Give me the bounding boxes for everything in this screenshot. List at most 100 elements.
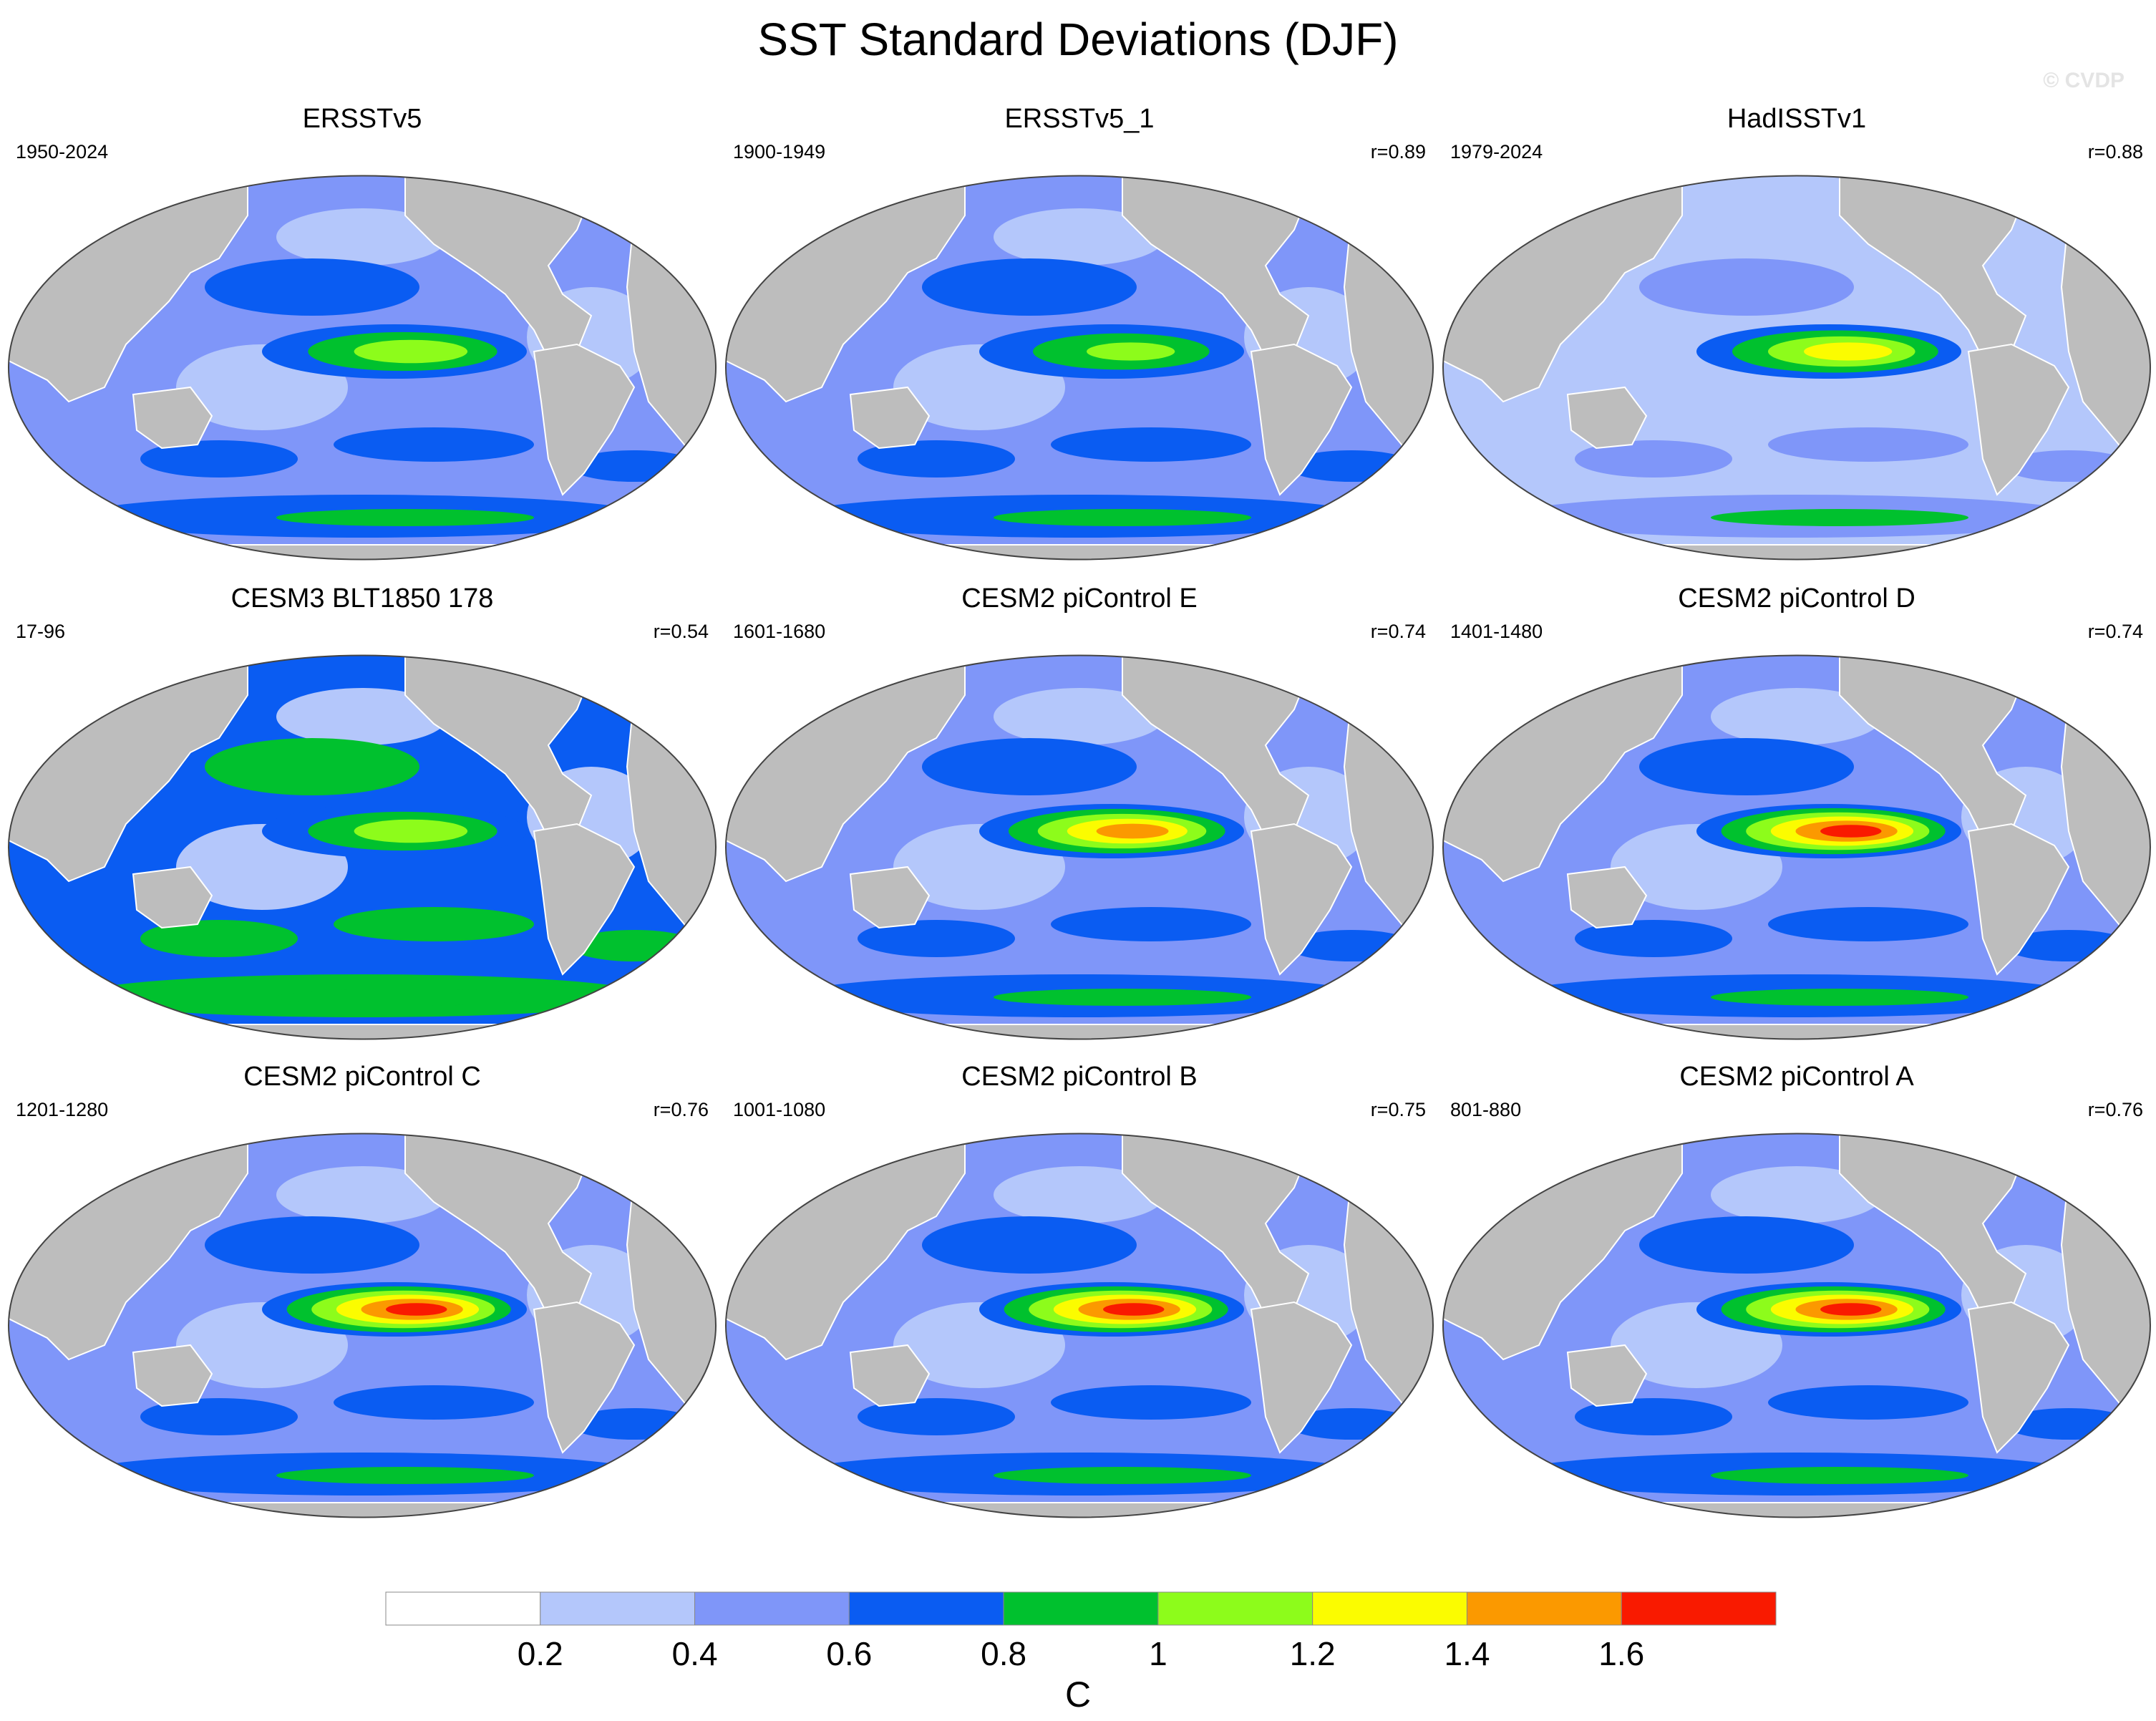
map-panel: HadISSTv1 1979-2024 r=0.88 [1439, 104, 2155, 562]
world-map [725, 1133, 1434, 1518]
midlatitude-band [205, 258, 419, 316]
colorbar-bin [1466, 1591, 1622, 1626]
land-mass [849, 866, 931, 929]
panel-correlation: r=0.88 [2087, 141, 2143, 163]
panel-title: ERSSTv5_1 [1004, 104, 1155, 134]
midlatitude-band [334, 1385, 534, 1420]
colorbar-bin [1157, 1591, 1313, 1626]
colorbar-tick-label: 0.4 [672, 1635, 718, 1672]
colorbar-bin [848, 1591, 1004, 1626]
panel-title: CESM2 piControl C [243, 1062, 481, 1092]
low-variance-region [276, 208, 448, 266]
midlatitude-band [1051, 1385, 1251, 1420]
world-map [1442, 1133, 2151, 1518]
land-mass [132, 386, 213, 450]
panel-title: CESM2 piControl E [961, 583, 1198, 614]
map-panel: CESM2 piControl B 1001-1080 r=0.75 [722, 1062, 1437, 1520]
colorbar-bin [540, 1591, 696, 1626]
world-map [8, 1133, 717, 1518]
panel-years: 1950-2024 [16, 141, 109, 163]
panel-years: 17-96 [16, 621, 66, 642]
enso-contour [354, 339, 468, 364]
land-mass [132, 866, 213, 929]
midlatitude-band [1768, 1385, 1968, 1420]
midlatitude-band [1051, 907, 1251, 941]
low-variance-region [1711, 688, 1883, 745]
world-map [8, 654, 717, 1040]
midlatitude-band [140, 440, 298, 477]
panel-title: ERSSTv5 [302, 104, 422, 134]
land-mass [1967, 343, 2070, 496]
panel-correlation: r=0.89 [1370, 141, 1426, 163]
panel-correlation: r=0.74 [1370, 621, 1426, 642]
watermark: © CVDP [2043, 69, 2125, 92]
enso-contour [1804, 342, 1893, 361]
colorbar-bin [694, 1591, 850, 1626]
enso-contour [386, 1303, 447, 1316]
panel-title: CESM2 piControl A [1679, 1062, 1914, 1092]
midlatitude-band [1768, 427, 1968, 462]
map-panel: CESM2 piControl C 1201-1280 r=0.76 [4, 1062, 720, 1520]
map-outline [725, 1133, 1434, 1518]
colorbar-units: C [1065, 1674, 1091, 1715]
land-mass [533, 1301, 636, 1454]
panel-correlation: r=0.75 [1370, 1099, 1426, 1120]
low-variance-region [276, 1166, 448, 1223]
panel-years: 801-880 [1450, 1099, 1522, 1120]
midlatitude-band [205, 738, 419, 795]
midlatitude-band [922, 258, 1137, 316]
map-outline [725, 654, 1434, 1040]
southern-ocean-core [1711, 1467, 1968, 1484]
world-map [1442, 175, 2151, 561]
map-panel: ERSSTv5_1 1900-1949 r=0.89 [722, 104, 1437, 562]
panel-correlation: r=0.74 [2087, 621, 2143, 642]
midlatitude-band [334, 427, 534, 462]
colorbar-tick-label: 0.8 [981, 1635, 1026, 1672]
midlatitude-band [1639, 1216, 1854, 1274]
midlatitude-band [858, 920, 1015, 957]
panel-title: CESM3 BLT1850 178 [230, 583, 494, 614]
enso-contour [1096, 823, 1169, 839]
land-mass [1967, 1301, 2070, 1454]
land-mass [1250, 823, 1353, 976]
panel-years: 1201-1280 [16, 1099, 109, 1120]
colorbar-tick-label: 1 [1149, 1635, 1167, 1672]
land-mass [849, 386, 931, 450]
southern-ocean-core [276, 509, 534, 526]
southern-ocean-core [276, 989, 534, 1006]
low-variance-region [994, 1166, 1165, 1223]
map-panel: CESM2 piControl A 801-880 r=0.76 [1439, 1062, 2155, 1520]
colorbar-tick-label: 1.4 [1444, 1635, 1490, 1672]
low-variance-region [276, 688, 448, 745]
panel-years: 1900-1949 [733, 141, 826, 163]
colorbar-bin [385, 1591, 541, 1626]
enso-contour [1103, 1303, 1165, 1316]
map-outline [1442, 175, 2151, 561]
panel-title: CESM2 piControl D [1678, 583, 1915, 614]
colorbar-tick-label: 0.2 [518, 1635, 563, 1672]
enso-contour [354, 819, 468, 843]
figure-title: SST Standard Deviations (DJF) [757, 14, 1399, 65]
land-mass [132, 1344, 213, 1407]
map-outline [8, 175, 717, 561]
southern-ocean-core [994, 1467, 1251, 1484]
midlatitude-band [1575, 920, 1732, 957]
land-mass [1566, 866, 1648, 929]
panel-years: 1601-1680 [733, 621, 826, 642]
midlatitude-band [1051, 427, 1251, 462]
southern-ocean-core [276, 1467, 534, 1484]
midlatitude-band [1768, 907, 1968, 941]
map-outline [8, 654, 717, 1040]
colorbar-tick-label: 1.2 [1290, 1635, 1336, 1672]
midlatitude-band [922, 1216, 1137, 1274]
land-mass [849, 1344, 931, 1407]
southern-ocean-core [1711, 989, 1968, 1006]
map-outline [1442, 654, 2151, 1040]
low-variance-region [1711, 208, 1883, 266]
southern-ocean-core [994, 989, 1251, 1006]
panel-years: 1401-1480 [1450, 621, 1543, 642]
land-mass [1566, 1344, 1648, 1407]
land-mass [1250, 1301, 1353, 1454]
low-variance-region [1711, 1166, 1883, 1223]
